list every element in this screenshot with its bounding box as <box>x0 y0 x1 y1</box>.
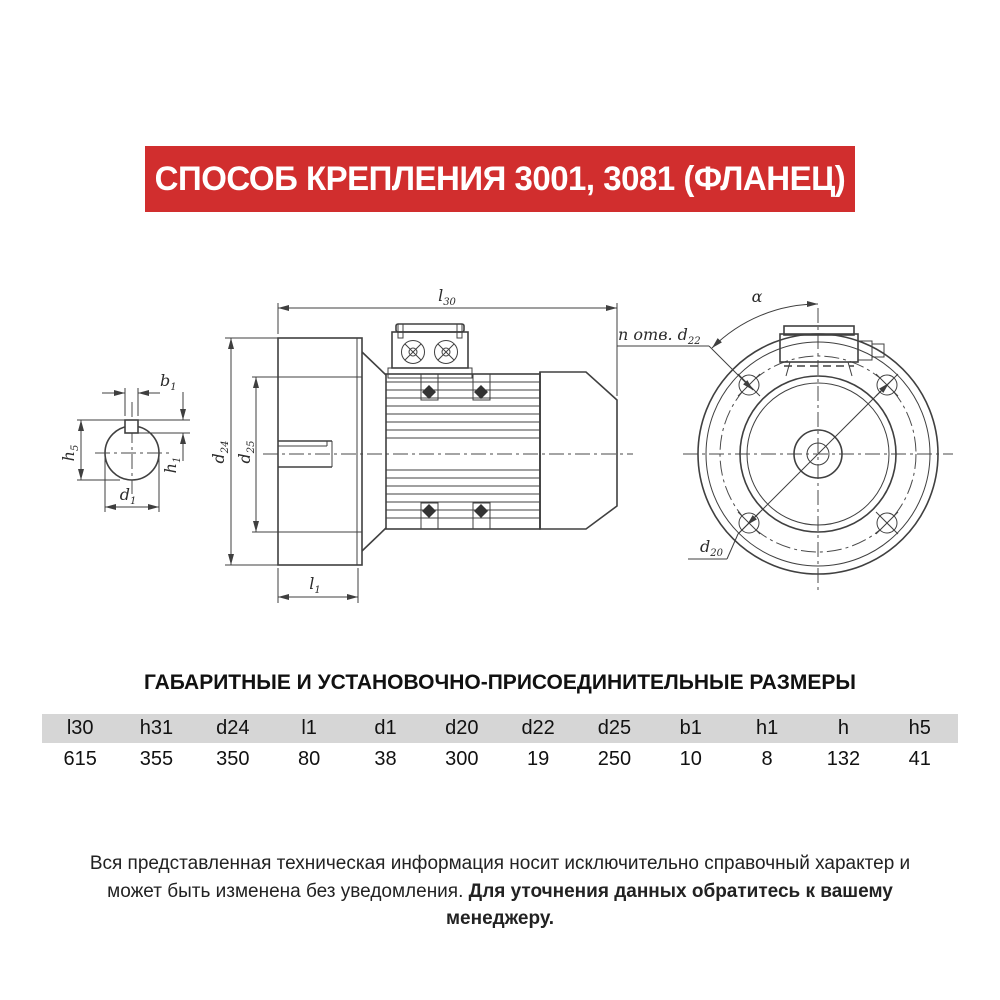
table-value-cell: 300 <box>445 748 479 770</box>
table-header-cell: b1 <box>679 717 702 739</box>
dim-label-n-otv-d22: n отв. d22 <box>618 325 701 347</box>
table-value-cell: 250 <box>597 748 632 770</box>
terminal-box-front <box>779 325 885 377</box>
table-header-row: l30 h31 d24 l1 d1 d20 d22 d25 b1 h1 h h5 <box>42 714 958 743</box>
table-value-cell: 19 <box>527 748 550 770</box>
table-value-cell: 350 <box>216 748 250 770</box>
table-title: ГАБАРИТНЫЕ И УСТАНОВОЧНО-ПРИСОЕДИНИТЕЛЬН… <box>143 671 856 694</box>
table-header-cell: l1 <box>301 717 317 739</box>
table-header-cell: h31 <box>139 717 174 739</box>
dim-label-l30: l30 <box>438 286 456 308</box>
table-value-cell: 615 <box>63 748 97 770</box>
dim-label-d20: d20 <box>700 537 724 559</box>
table-value-cell: 80 <box>298 748 321 770</box>
table-value-cell: 355 <box>139 748 174 770</box>
flange-front-view: d20 α n отв. d22 <box>617 287 953 594</box>
dim-label-l1: l1 <box>309 574 321 596</box>
table-header-cell: d24 <box>216 717 250 739</box>
disclaimer-regular: Вся представленная техническая информаци… <box>89 853 911 902</box>
table-value-cell: 38 <box>374 748 397 770</box>
banner-title: СПОСОБ КРЕПЛЕНИЯ 3001, 3081 (ФЛАНЕЦ) <box>154 159 846 198</box>
screw-bosses <box>420 373 491 530</box>
dimensions-table: l30 h31 d24 l1 d1 d20 d22 d25 b1 h1 h h5… <box>42 714 958 776</box>
table-value-cell: 41 <box>908 748 931 770</box>
dim-label-h5: h5 <box>59 445 81 462</box>
table-header-cell: d22 <box>521 717 555 739</box>
table-header-cell: d1 <box>374 717 397 739</box>
table-header-cell: h <box>837 717 849 739</box>
dim-label-h1: h1 <box>161 457 183 474</box>
dim-label-d1: d1 <box>120 485 137 507</box>
table-value-cell: 132 <box>826 748 861 770</box>
disclaimer-text: Вся представленная техническая информаци… <box>60 850 940 933</box>
table-header-cell: l30 <box>66 717 94 739</box>
table-value-cell: 8 <box>761 748 773 770</box>
motor-side-view: l30 d24 d25 l1 <box>209 286 633 603</box>
table-header-cell: h5 <box>908 717 931 739</box>
shaft-section-view: b1 h5 h1 d1 <box>59 371 190 512</box>
dim-label-d25: d25 <box>235 441 257 464</box>
dim-label-b1: b1 <box>160 371 177 393</box>
disclaimer-bold: Для уточнения данных обратитесь к вашему… <box>445 880 893 930</box>
dim-label-d24: d24 <box>209 441 231 464</box>
terminal-box-side <box>387 323 473 379</box>
title-banner: СПОСОБ КРЕПЛЕНИЯ 3001, 3081 (ФЛАНЕЦ) <box>145 146 855 212</box>
table-header-cell: d25 <box>597 717 632 739</box>
table-value-cell: 10 <box>679 748 702 770</box>
table-header-cell: h1 <box>755 717 779 739</box>
table-header-cell: d20 <box>445 717 479 739</box>
dim-label-alpha: α <box>752 287 763 306</box>
technical-drawing: b1 h5 h1 d1 <box>59 286 953 603</box>
table-values-row: 615 355 350 80 38 300 19 250 10 8 132 41 <box>42 743 958 776</box>
